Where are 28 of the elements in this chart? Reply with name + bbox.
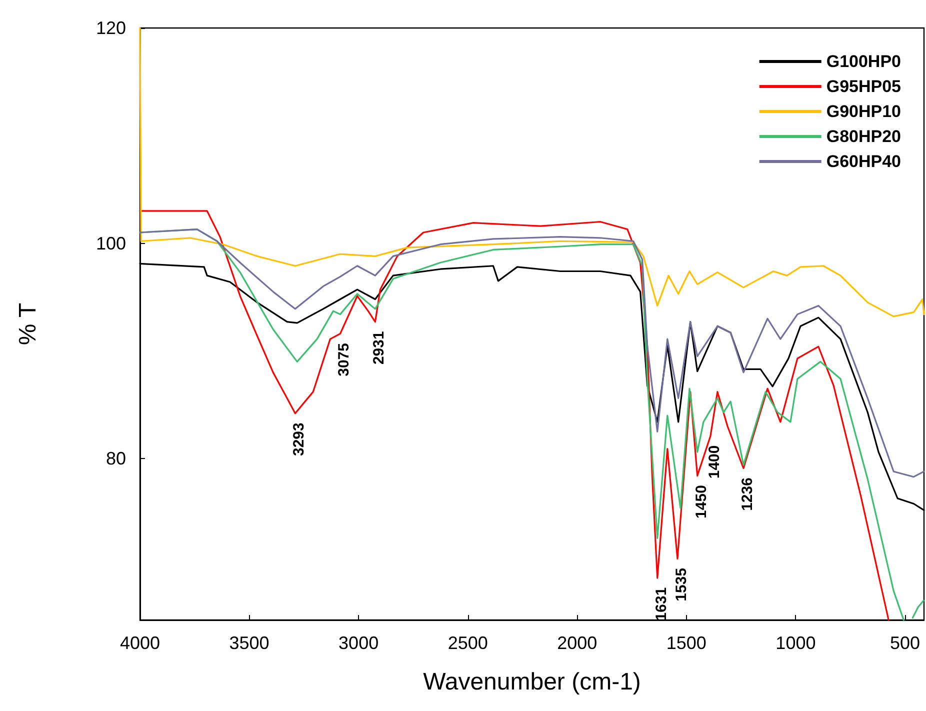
annotation: 1631 xyxy=(652,587,670,621)
y-tick-label: 100 xyxy=(96,233,126,254)
annotation: 3293 xyxy=(290,422,308,456)
legend-label: G60HP40 xyxy=(826,152,902,171)
legend-label: G90HP10 xyxy=(826,102,902,121)
x-tick-label: 500 xyxy=(890,633,920,653)
x-tick-label: 3500 xyxy=(229,633,270,653)
x-tick-label: 4000 xyxy=(120,633,160,653)
y-axis-title: % T xyxy=(14,302,42,346)
annotation: 1400 xyxy=(706,445,723,479)
line-series xyxy=(139,27,925,318)
x-tick-label: 1000 xyxy=(776,633,816,653)
annotation: 1450 xyxy=(692,485,710,518)
annotation: 1236 xyxy=(738,478,756,511)
legend-label: G100HP0 xyxy=(826,52,902,71)
y-tick-label: 80 xyxy=(106,448,126,469)
annotation: 3075 xyxy=(336,343,353,376)
x-tick-label: 2000 xyxy=(557,633,598,653)
x-tick-label: 1500 xyxy=(666,633,706,653)
x-axis-title: Wavenumber (cm-1) xyxy=(423,668,641,696)
legend-label: G95HP05 xyxy=(826,77,902,96)
x-tick-label: 2500 xyxy=(448,633,488,653)
x-tick-label: 3000 xyxy=(338,633,379,653)
legend-label: G80HP20 xyxy=(826,127,902,146)
line-series xyxy=(139,228,925,478)
annotation: 2931 xyxy=(370,331,388,365)
annotation: 1535 xyxy=(672,568,690,602)
y-tick-label: 120 xyxy=(96,18,126,38)
